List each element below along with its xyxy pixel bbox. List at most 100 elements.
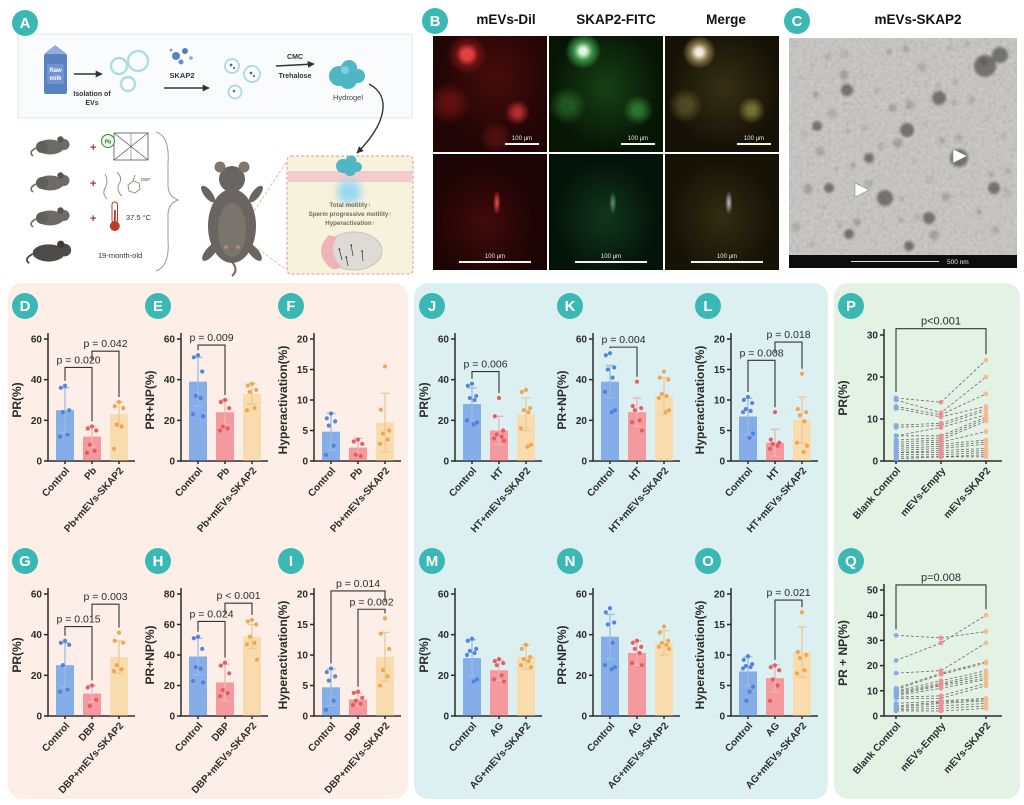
svg-text:Pb: Pb xyxy=(349,466,366,483)
tem-image: 500 nm xyxy=(789,38,1017,268)
milk-carton-icon: Raw milk xyxy=(44,45,67,94)
panel-D-badge: D xyxy=(12,293,38,319)
mouse-icon xyxy=(30,135,71,157)
svg-text:0: 0 xyxy=(443,712,449,723)
scale-label: 100 μm xyxy=(627,136,649,142)
panel-N-badge: N xyxy=(557,548,583,574)
svg-text:PR + NP(%): PR + NP(%) xyxy=(836,620,850,686)
panel-K-badge: K xyxy=(557,293,583,319)
panel-H: H 0 20 40 60 80 PR+NP(%) Control DBP DBP+mEVs-SK… xyxy=(141,544,274,799)
svg-text:10: 10 xyxy=(867,415,879,426)
scale-label: 100 μm xyxy=(511,136,533,142)
mouse-icon xyxy=(30,206,71,228)
svg-text:DBP: DBP xyxy=(210,720,233,743)
svg-text:Pb: Pb xyxy=(83,466,100,483)
svg-text:p = 0.042: p = 0.042 xyxy=(83,338,127,350)
svg-text:50: 50 xyxy=(867,586,879,597)
svg-text:AG: AG xyxy=(764,720,782,739)
svg-text:Blank Control: Blank Control xyxy=(851,720,903,776)
panel-b-badge: B xyxy=(422,8,448,34)
svg-text:20: 20 xyxy=(31,671,43,682)
svg-text:0: 0 xyxy=(719,712,725,723)
svg-text:10: 10 xyxy=(867,686,879,697)
svg-text:p = 0.020: p = 0.020 xyxy=(56,354,100,366)
micrograph-merge-2: 100 μm xyxy=(665,154,779,270)
svg-text:AG: AG xyxy=(488,720,506,739)
panel-N: N 0 20 40 60 PR+NP(%) Control AG AG+mEVs-SKAP2 xyxy=(553,544,689,799)
svg-text:Hyperactivation(%): Hyperactivation(%) xyxy=(276,601,290,710)
svg-text:PR+NP(%): PR+NP(%) xyxy=(143,370,157,429)
svg-text:10: 10 xyxy=(714,396,726,407)
svg-text:40: 40 xyxy=(576,630,588,641)
svg-text:Control: Control xyxy=(306,465,338,499)
pb-lattice-icon: Pb xyxy=(101,132,149,161)
panel-G-badge: G xyxy=(12,548,38,574)
svg-text:15: 15 xyxy=(714,365,726,376)
svg-text:PR(%): PR(%) xyxy=(10,382,24,417)
svg-text:Control: Control xyxy=(40,465,72,499)
svg-text:0: 0 xyxy=(581,712,587,723)
panel-I: I 0 5 10 15 20 Hyperactivation(%) Control DBP DB… xyxy=(274,544,407,799)
svg-text:5: 5 xyxy=(719,426,725,437)
svg-text:Trehalose: Trehalose xyxy=(279,73,312,80)
arrow-icon xyxy=(275,60,315,68)
micrograph-merge-1: 100 μm xyxy=(665,36,779,152)
panel-F-badge: F xyxy=(278,293,304,319)
svg-text:0: 0 xyxy=(302,457,308,468)
svg-text:p = 0.021: p = 0.021 xyxy=(766,587,810,599)
svg-text:Pb: Pb xyxy=(216,466,233,483)
svg-text:0: 0 xyxy=(169,457,175,468)
svg-text:20: 20 xyxy=(576,416,588,427)
svg-text:20: 20 xyxy=(297,335,309,346)
panel-L: L 0 5 10 15 20 Hyperactivation(%) Control HT HT+… xyxy=(691,289,827,544)
svg-text:40: 40 xyxy=(164,375,176,386)
svg-text:PR+NP(%): PR+NP(%) xyxy=(555,625,569,684)
svg-text:60: 60 xyxy=(438,590,450,601)
svg-text:Hyperactivation(%): Hyperactivation(%) xyxy=(693,346,707,455)
svg-text:80: 80 xyxy=(164,590,176,601)
svg-text:p = 0.004: p = 0.004 xyxy=(601,334,645,346)
svg-text:20: 20 xyxy=(31,416,43,427)
dbp-molecule-icon xyxy=(103,171,141,200)
svg-text:Control: Control xyxy=(723,720,755,754)
svg-text:20: 20 xyxy=(297,590,309,601)
thermometer-icon xyxy=(109,201,120,231)
svg-text:CMC: CMC xyxy=(287,54,303,61)
glow xyxy=(337,180,361,204)
column-header: mEVs-Dil xyxy=(476,12,536,27)
panel-P-chart: 0 10 20 30 PR(%) Blank ControlmEVs-EmptymEVs-… xyxy=(836,316,1002,522)
svg-text:Pb: Pb xyxy=(105,140,111,146)
svg-text:20: 20 xyxy=(438,671,450,682)
mouse-icon xyxy=(30,171,71,193)
svg-text:5: 5 xyxy=(302,426,308,437)
svg-text:p = 0.015: p = 0.015 xyxy=(56,614,100,626)
svg-text:40: 40 xyxy=(438,375,450,386)
svg-text:30: 30 xyxy=(867,331,879,342)
svg-text:0: 0 xyxy=(36,457,42,468)
svg-text:p = 0.014: p = 0.014 xyxy=(336,578,380,590)
svg-text:p < 0.001: p < 0.001 xyxy=(216,590,260,602)
panel-D: D 0 20 40 60 PR(%) Control Pb Pb+mEVs-SKAP2 p = … xyxy=(8,289,141,544)
svg-text:p = 0.008: p = 0.008 xyxy=(739,347,783,359)
panel-I-badge: I xyxy=(278,548,304,574)
svg-text:20: 20 xyxy=(576,671,588,682)
svg-text:0: 0 xyxy=(581,457,587,468)
svg-text:AG: AG xyxy=(626,720,644,739)
svg-text:Hyperactivation(%): Hyperactivation(%) xyxy=(693,601,707,710)
svg-text:0: 0 xyxy=(302,712,308,723)
svg-text:0: 0 xyxy=(719,457,725,468)
svg-text:PR(%): PR(%) xyxy=(10,637,24,672)
svg-text:60: 60 xyxy=(31,335,43,346)
svg-text:20: 20 xyxy=(164,416,176,427)
svg-text:Blank Control: Blank Control xyxy=(851,465,903,521)
hydrogel-small-icon xyxy=(336,155,362,176)
panel-J-badge: J xyxy=(419,293,445,319)
aged-mouse-icon xyxy=(26,240,72,265)
